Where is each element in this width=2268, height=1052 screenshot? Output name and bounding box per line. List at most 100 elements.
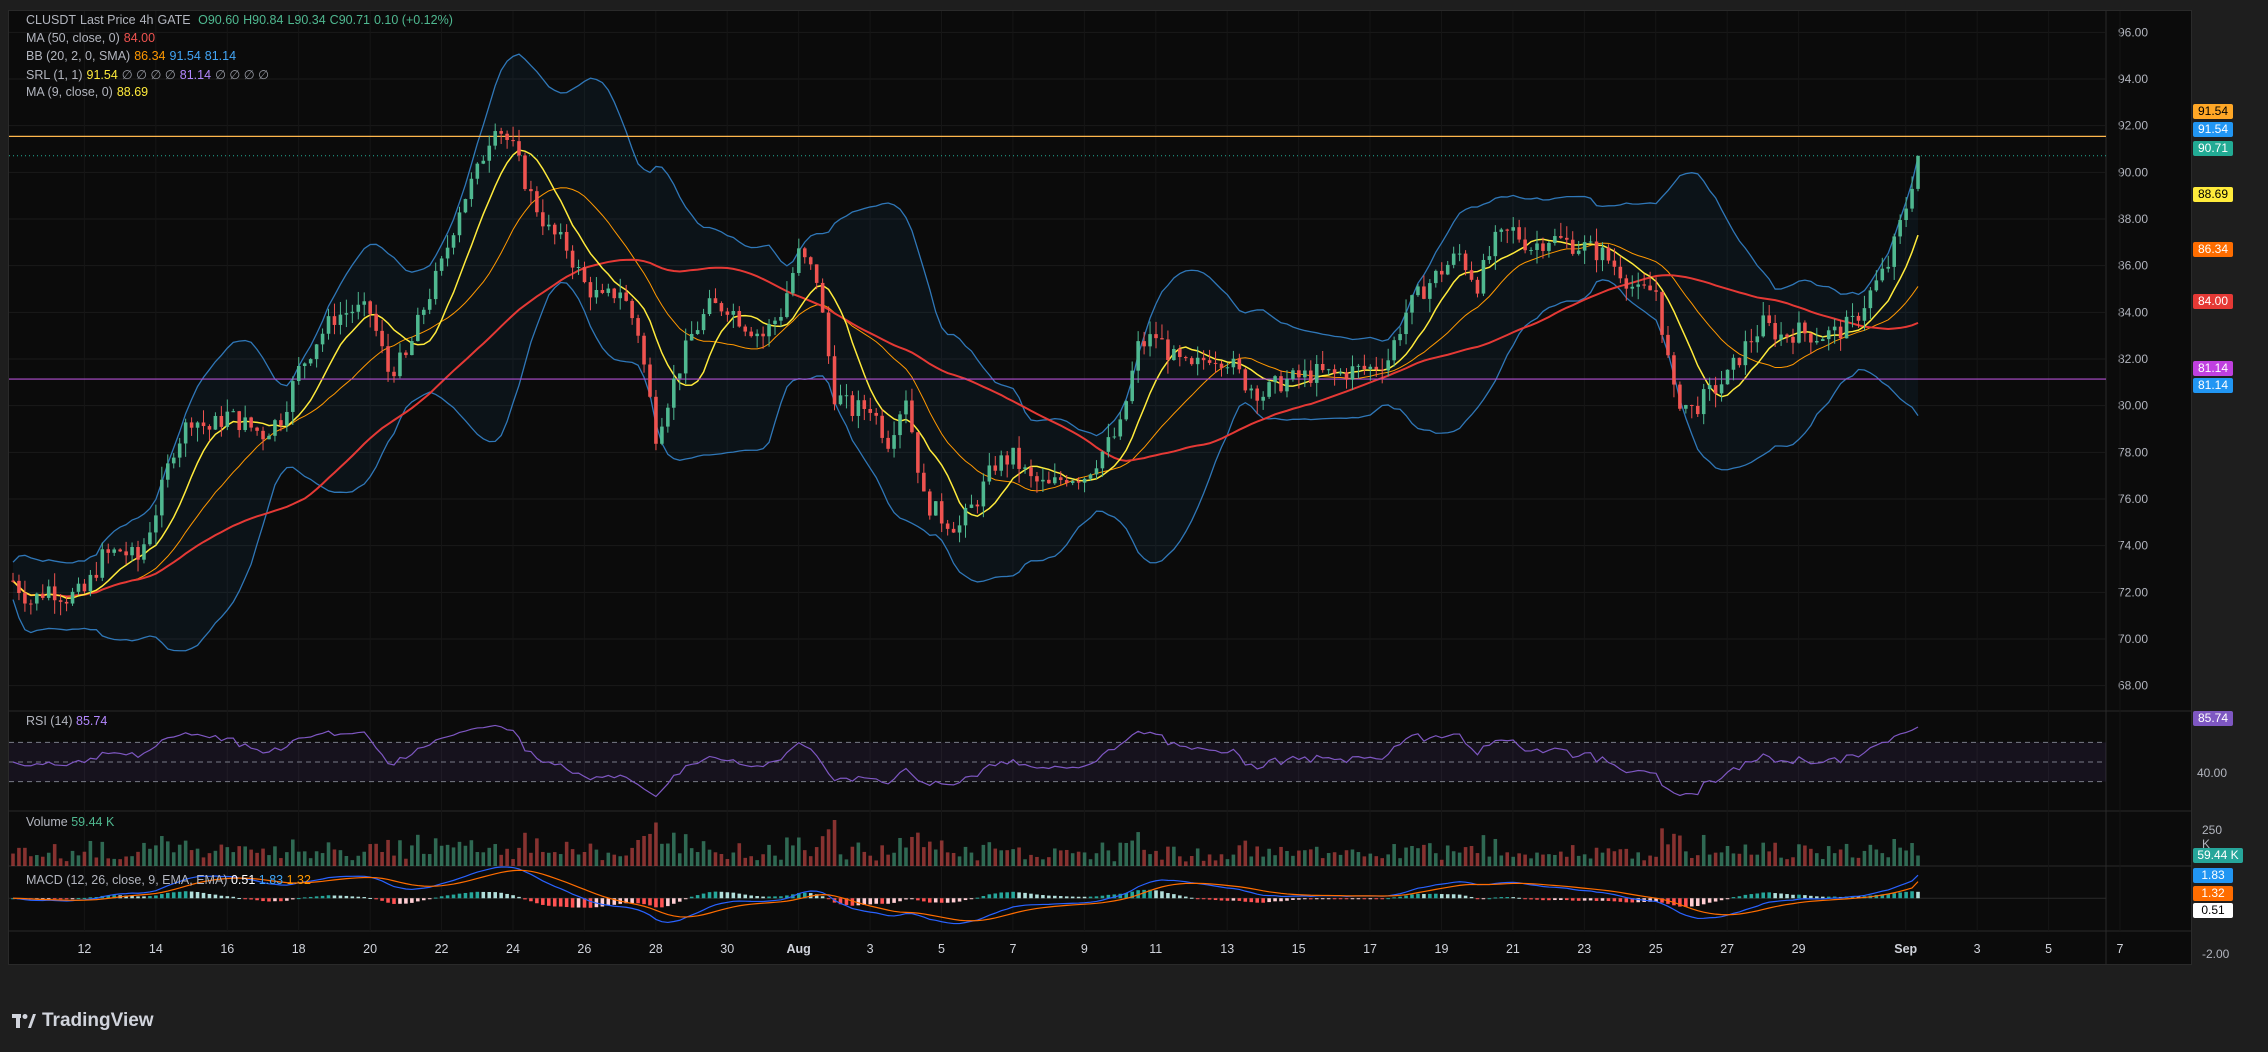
macd-histogram-bar [1404, 895, 1408, 899]
chart-canvas[interactable]: 96.00 94.00 92.00 90.00 88.00 86.00 84.00 82.00… [9, 11, 2191, 964]
volume-bar [338, 850, 343, 866]
candle-body [1047, 479, 1051, 484]
candle-body [1672, 355, 1676, 385]
volume-bar [1314, 846, 1319, 866]
candle-body [1690, 404, 1694, 406]
macd-histogram-bar [1904, 891, 1908, 899]
macd-histogram-bar [1678, 898, 1682, 907]
volume-bar [1886, 857, 1891, 866]
macd-histogram-bar [285, 898, 289, 901]
macd-histogram-bar [106, 895, 111, 899]
bb-legend[interactable]: BB (20, 2, 0, SMA) 86.34 91.54 81.14 [26, 49, 240, 63]
macd-hist-value: 1.32 [286, 873, 311, 887]
chart-frame[interactable]: 96.00 94.00 92.00 90.00 88.00 86.00 84.00 82.00… [8, 10, 2229, 965]
candle-body [1225, 367, 1230, 369]
candle-body [171, 457, 176, 464]
volume-bar [1630, 858, 1635, 866]
volume-bar [826, 829, 831, 866]
macd-histogram-bar [1255, 898, 1259, 903]
macd-histogram-bar [493, 892, 497, 899]
candle-body [29, 603, 33, 605]
volume-bar [1493, 838, 1498, 866]
tradingview-logo[interactable]: TradingView [12, 1010, 154, 1032]
volume-bar [1475, 853, 1480, 866]
volume-bar [1761, 842, 1766, 866]
macd-histogram-bar [255, 898, 259, 901]
volume-bar [1255, 846, 1259, 866]
macd-histogram-bar [1600, 898, 1605, 901]
bb-basis-tag: 86.34 [2193, 242, 2233, 257]
macd-histogram-bar [142, 896, 146, 899]
volume-bar [1815, 853, 1819, 866]
macd-histogram-bar [368, 897, 372, 899]
volume-bar [1183, 861, 1188, 866]
srl-empties2: ∅ ∅ ∅ ∅ [215, 68, 270, 82]
macd-histogram-bar [672, 898, 676, 904]
volume-bar [183, 840, 188, 866]
volume-bar [1189, 855, 1194, 866]
macd-histogram-bar [939, 898, 944, 903]
volume-bar [142, 842, 146, 866]
macd-line [12, 866, 1919, 925]
rsi-legend[interactable]: RSI (14) 85.74 [26, 714, 107, 728]
macd-histogram-bar [332, 895, 337, 899]
x-tick-label: 11 [1149, 942, 1162, 956]
y-tick-label: 74.00 [2118, 539, 2148, 553]
volume-bar [350, 860, 355, 866]
volume-bar [1285, 850, 1289, 866]
macd-histogram-bar [773, 896, 777, 899]
volume-bar [445, 844, 450, 866]
macd-histogram-bar [374, 898, 378, 900]
macd-histogram-bar [136, 896, 140, 899]
volume-bar [1803, 845, 1807, 866]
volume-bar [945, 852, 950, 866]
macd-histogram-bar [969, 898, 974, 900]
bb-label: BB (20, 2, 0, SMA) [26, 49, 131, 63]
volume-legend[interactable]: Volume 59.44 K [26, 815, 114, 829]
y-tick-label: 92.00 [2118, 119, 2148, 133]
macd-histogram-bar [1213, 898, 1218, 901]
macd-histogram-bar [124, 895, 128, 899]
volume-bar [1648, 855, 1652, 866]
macd-histogram-bar [719, 891, 724, 899]
volume-bar [1642, 860, 1646, 866]
volume-bar [1088, 859, 1093, 866]
volume-bar [951, 852, 956, 866]
volume-bar [576, 854, 581, 866]
volume-bar [1439, 859, 1444, 866]
volume-bar [1600, 852, 1605, 866]
volume-bar [1523, 854, 1527, 866]
volume-bar [1695, 855, 1700, 866]
candle-body [1582, 242, 1587, 251]
candle-body [1386, 360, 1390, 371]
volume-bar [112, 858, 116, 866]
interval-label[interactable]: 4h [139, 13, 154, 27]
candle-body [410, 341, 414, 356]
volume-bar [546, 852, 551, 866]
macd-legend[interactable]: MACD (12, 26, close, 9, EMA, EMA) 0.51 1… [26, 873, 311, 887]
ma9-legend[interactable]: MA (9, close, 0) 88.69 [26, 85, 152, 99]
macd-histogram-bar [1737, 896, 1742, 899]
macd-histogram-bar [600, 898, 605, 907]
volume-bar [177, 844, 182, 866]
volume-bar [1118, 842, 1123, 866]
macd-histogram-bar [1850, 896, 1855, 899]
srl-legend[interactable]: SRL (1, 1) 91.54 ∅ ∅ ∅ ∅ 81.14 ∅ ∅ ∅ ∅ [26, 67, 273, 82]
candle-body [1660, 291, 1664, 335]
volume-bar [749, 856, 753, 866]
volume-bar [1076, 851, 1081, 866]
candle-body [523, 155, 527, 190]
macd-histogram-bar [505, 893, 509, 899]
y-tick-label: 68.00 [2118, 679, 2148, 693]
volume-bar [1499, 855, 1504, 866]
macd-histogram-bar [88, 897, 93, 899]
volume-bar [1332, 852, 1337, 866]
candle-body [1451, 253, 1456, 265]
macd-histogram-bar [660, 898, 664, 908]
ma50-legend[interactable]: MA (50, close, 0) 84.00 [26, 31, 159, 45]
candle-body [445, 247, 450, 259]
macd-histogram-bar [1130, 891, 1134, 899]
volume-bar [231, 852, 236, 866]
candle-body [118, 549, 122, 552]
macd-histogram-bar [1910, 891, 1914, 899]
